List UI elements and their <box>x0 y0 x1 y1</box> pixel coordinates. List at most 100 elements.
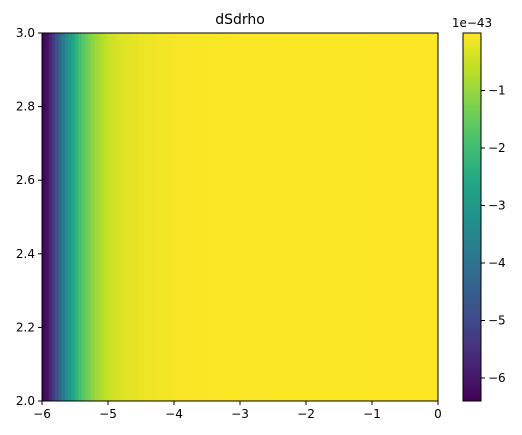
heatmap-cell <box>200 33 205 401</box>
heatmap-cell <box>434 33 438 401</box>
heatmap-cell <box>325 33 330 401</box>
heatmap-cell <box>141 33 145 401</box>
heatmap-cell <box>170 33 175 401</box>
x-axis: −6 −5 −4 −3 −2 −1 0 <box>33 401 442 421</box>
heatmap-cell <box>78 33 83 401</box>
heatmap-cell <box>418 33 423 401</box>
heatmap-cell <box>355 33 360 401</box>
colorbar <box>462 32 482 402</box>
heatmap-cell <box>45 33 50 401</box>
heatmap-cell <box>243 33 248 401</box>
heatmap-cell <box>154 33 159 401</box>
heatmap-cell <box>421 33 426 401</box>
heatmap-cell <box>81 33 86 401</box>
heatmap-cell <box>197 33 201 401</box>
heatmap-cell <box>286 33 291 401</box>
colorbar-multiplier: 1e−43 <box>452 16 492 30</box>
heatmap-cell <box>431 33 436 401</box>
heatmap-cell <box>124 33 129 401</box>
heatmap-cell <box>276 33 281 401</box>
heatmap-cell <box>111 33 116 401</box>
heatmap-cell <box>51 33 56 401</box>
heatmap-cell <box>230 33 234 401</box>
heatmap-cell <box>299 33 304 401</box>
heatmap-cell <box>42 33 46 401</box>
heatmap-cell <box>279 33 284 401</box>
heatmap-cell <box>147 33 152 401</box>
heatmap-cell <box>61 33 66 401</box>
heatmap-cell <box>414 33 419 401</box>
heatmap-field <box>42 33 438 401</box>
y-tick-label: 2.4 <box>16 247 35 261</box>
heatmap-cell <box>98 33 102 401</box>
x-tick-label: −4 <box>165 407 183 421</box>
heatmap-cell <box>256 33 261 401</box>
heatmap-cell <box>408 33 413 401</box>
heatmap-cell <box>306 33 310 401</box>
heatmap-cell <box>428 33 432 401</box>
heatmap-cell <box>94 33 99 401</box>
heatmap-cell <box>289 33 294 401</box>
heatmap-cell <box>55 33 60 401</box>
heatmap-cell <box>329 33 333 401</box>
heatmap-cell <box>167 33 172 401</box>
heatmap-cell <box>180 33 185 401</box>
heatmap-cell <box>223 33 228 401</box>
heatmap-cell <box>253 33 258 401</box>
heatmap-cell <box>322 33 327 401</box>
heatmap-cell <box>332 33 337 401</box>
heatmap-cell <box>68 33 73 401</box>
heatmap-cell <box>378 33 383 401</box>
colorbar-tick-label: −1 <box>488 84 506 98</box>
heatmap-cell <box>401 33 406 401</box>
y-tick-label: 3.0 <box>16 26 35 40</box>
heatmap-cell <box>144 33 149 401</box>
heatmap-cell <box>424 33 429 401</box>
heatmap-cell <box>345 33 350 401</box>
heatmap-cell <box>160 33 165 401</box>
heatmap-cell <box>372 33 376 401</box>
heatmap-cell <box>335 33 340 401</box>
heatmap-cell <box>339 33 343 401</box>
heatmap-cell <box>114 33 119 401</box>
heatmap-cell <box>216 33 221 401</box>
heatmap-cell <box>131 33 135 401</box>
heatmap-cell <box>263 33 267 401</box>
colorbar-tick-label: −3 <box>488 199 506 213</box>
heatmap-cell <box>385 33 390 401</box>
heatmap-cell <box>292 33 297 401</box>
heatmap-cell <box>249 33 254 401</box>
heatmap-cell <box>75 33 79 401</box>
heatmap-cell <box>302 33 307 401</box>
chart-title: dSdrho <box>215 12 265 28</box>
heatmap-cell <box>240 33 244 401</box>
heatmap-cell <box>391 33 396 401</box>
heatmap-cell <box>137 33 142 401</box>
y-tick-label: 2.6 <box>16 173 35 187</box>
heatmap-cell <box>226 33 231 401</box>
heatmap-cell <box>388 33 393 401</box>
heatmap-cell <box>108 33 112 401</box>
y-axis: 2.0 2.2 2.4 2.6 2.8 3.0 <box>16 26 42 408</box>
heatmap-cell <box>210 33 215 401</box>
heatmap-cell <box>259 33 264 401</box>
heatmap-cell <box>84 33 89 401</box>
heatmap-cell <box>104 33 109 401</box>
heatmap-cell <box>127 33 132 401</box>
heatmap-cell <box>273 33 277 401</box>
heatmap-cell <box>101 33 106 401</box>
heatmap-cell <box>362 33 366 401</box>
heatmap-cell <box>411 33 416 401</box>
heatmap-cell <box>121 33 126 401</box>
heatmap-cell <box>71 33 76 401</box>
heatmap-cell <box>312 33 317 401</box>
heatmap-cell <box>375 33 380 401</box>
heatmap-cell <box>88 33 93 401</box>
heatmap-cell <box>187 33 192 401</box>
heatmap-cell <box>164 33 168 401</box>
x-tick-label: −2 <box>297 407 315 421</box>
heatmap-cell <box>315 33 320 401</box>
heatmap-cell <box>193 33 198 401</box>
x-tick-label: −5 <box>99 407 117 421</box>
colorbar-tick-label: −4 <box>488 256 506 270</box>
